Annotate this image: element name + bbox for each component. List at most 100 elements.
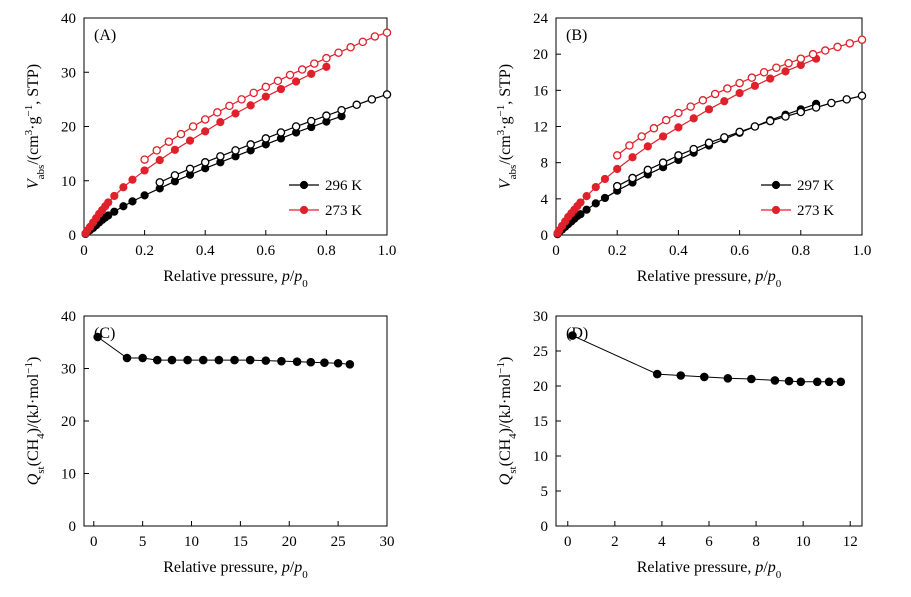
data-point-desorption — [842, 95, 851, 104]
y-tick-label: 20 — [533, 47, 548, 63]
data-point-desorption — [808, 49, 818, 59]
data-point-desorption — [735, 78, 744, 88]
y-tick-label: 40 — [61, 309, 76, 325]
panel-label: (B) — [566, 27, 587, 44]
data-point-desorption — [200, 115, 210, 124]
data-point-adsorption — [216, 118, 225, 127]
plot-frame — [555, 315, 863, 527]
data-point-adsorption — [292, 77, 301, 86]
x-tick-label: 1.0 — [378, 243, 397, 259]
data-point-desorption — [285, 70, 295, 80]
data-point-adsorption — [600, 193, 610, 203]
legend-label: 297 K — [797, 178, 834, 194]
x-tick-label: 0 — [552, 243, 560, 259]
x-axis-label: Relative pressure, p/p0 — [637, 559, 782, 581]
legend-marker — [299, 205, 309, 215]
data-point-desorption — [367, 95, 377, 104]
data-point-adsorption — [613, 164, 622, 174]
y-tick-label: 8 — [541, 156, 549, 172]
data-point-adsorption — [704, 105, 714, 114]
data-point-adsorption — [628, 153, 637, 162]
data-point — [770, 376, 780, 385]
data-point-desorption — [759, 68, 769, 77]
data-point-desorption — [833, 42, 842, 52]
y-tick-label: 15 — [533, 414, 548, 430]
data-point-adsorption — [781, 67, 790, 76]
y-tick-label: 30 — [61, 65, 76, 81]
data-point-desorption — [857, 35, 867, 44]
data-point-desorption — [306, 116, 316, 126]
label-part: 4 — [35, 433, 47, 439]
y-tick-label: 20 — [61, 120, 76, 136]
data-point-adsorption — [201, 127, 210, 136]
label-part: (CH — [25, 438, 42, 466]
data-point — [122, 353, 132, 363]
data-point-desorption — [334, 48, 343, 57]
data-point — [345, 360, 355, 369]
data-point-desorption — [612, 181, 622, 191]
label-part: −1 — [23, 105, 35, 117]
data-point-desorption — [661, 115, 671, 125]
label-part: ·g — [25, 117, 42, 130]
x-tick-label: 8 — [752, 534, 760, 550]
data-point-desorption — [322, 53, 331, 63]
x-tick-label: 0.4 — [196, 243, 215, 259]
data-point — [230, 355, 239, 365]
label-part: p — [767, 559, 776, 576]
data-point-desorption — [625, 141, 634, 150]
data-point-adsorption — [276, 84, 286, 94]
legend-label: 273 K — [325, 203, 362, 219]
data-point-desorption — [352, 100, 361, 110]
data-point — [699, 372, 709, 382]
data-point — [214, 355, 224, 365]
y-tick-label: 24 — [533, 11, 549, 27]
data-point-desorption — [784, 58, 793, 68]
data-point-desorption — [747, 73, 757, 82]
y-tick-label: 16 — [533, 83, 549, 99]
data-point — [568, 331, 577, 340]
y-tick-label: 0 — [541, 519, 549, 535]
data-point-desorption — [674, 151, 683, 160]
data-point — [812, 377, 822, 387]
label-part: /(cm — [25, 135, 42, 165]
data-point-adsorption — [231, 109, 240, 118]
data-point-desorption — [297, 65, 307, 74]
data-point — [652, 369, 662, 379]
y-tick-label: 10 — [533, 449, 548, 465]
data-point — [245, 355, 255, 365]
y-tick-label: 10 — [61, 174, 76, 190]
data-point-desorption — [710, 89, 720, 99]
data-point — [292, 357, 302, 366]
series-line-desorption — [159, 93, 388, 183]
y-tick-label: 25 — [533, 344, 548, 360]
label-part: , STP) — [25, 64, 42, 105]
label-part: 0 — [302, 278, 308, 290]
x-tick-label: 6 — [705, 534, 713, 550]
data-point — [138, 353, 147, 363]
data-point-desorption — [310, 59, 319, 68]
label-part: /(cm — [497, 135, 514, 165]
data-point-desorption — [811, 103, 821, 112]
data-point-desorption — [612, 151, 622, 160]
label-part: Relative pressure, — [163, 268, 282, 285]
label-part: 3 — [495, 129, 507, 135]
x-tick-label: 0.4 — [669, 243, 688, 259]
data-point-adsorption — [600, 174, 610, 184]
label-part: Q — [25, 473, 42, 485]
y-tick-label: 0 — [541, 228, 549, 244]
data-point-desorption — [322, 111, 331, 120]
label-part: ·g — [497, 117, 514, 130]
data-point-desorption — [796, 54, 806, 63]
legend-marker — [771, 180, 781, 190]
data-point-desorption — [765, 116, 775, 126]
data-point-desorption — [658, 158, 668, 167]
data-point — [723, 374, 733, 383]
data-point-desorption — [152, 146, 161, 155]
label-part: p — [293, 268, 302, 285]
data-point-desorption — [723, 84, 732, 93]
y-tick-label: 5 — [541, 484, 549, 500]
data-point-adsorption — [128, 175, 137, 184]
data-point-desorption — [337, 105, 346, 115]
